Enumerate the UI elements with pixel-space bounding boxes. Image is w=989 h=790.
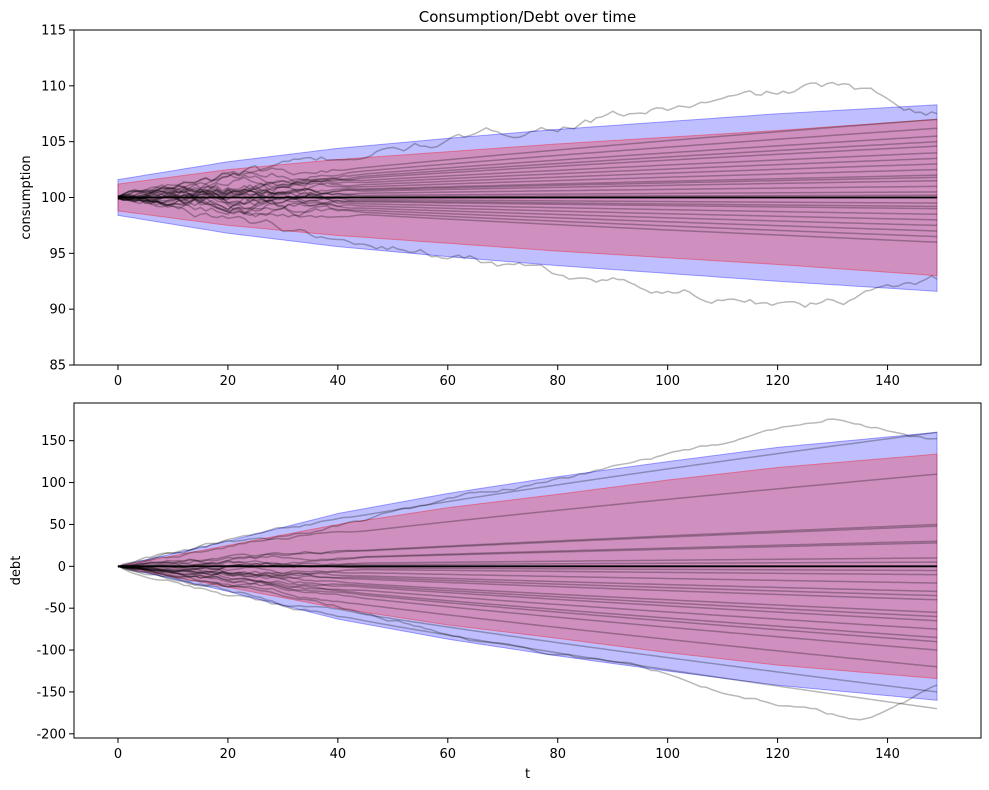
x-tick-label: 20 [220, 747, 237, 762]
sample-path [117, 540, 938, 568]
sample-path [117, 180, 938, 199]
sample-path [117, 565, 938, 630]
sample-path [117, 195, 938, 232]
chart-title: Consumption/Debt over time [419, 8, 636, 26]
sample-path [117, 565, 938, 576]
sample-path [117, 176, 938, 201]
sample-path [117, 127, 938, 198]
sample-path [117, 523, 938, 568]
sample-path [117, 190, 938, 215]
sample-path [117, 542, 938, 572]
x-tick-label: 140 [875, 747, 900, 762]
y-tick-label: 50 [49, 518, 66, 533]
y-tick-label: 150 [41, 434, 66, 449]
debt-ticks: 0 20 40 60 80 100 120 140 -200 -150 -100 -50 0 50 100 1… [36, 434, 899, 762]
x-tick-label: 120 [765, 747, 790, 762]
sample-path [117, 193, 938, 221]
sample-path [117, 473, 938, 568]
x-tick-label: 80 [549, 374, 566, 389]
sample-path [117, 174, 938, 198]
sample-path [117, 565, 938, 651]
sample-path [117, 525, 938, 568]
sample-path [117, 557, 938, 568]
sample-path-max [117, 81, 938, 198]
sample-path [117, 118, 938, 199]
x-tick-label: 0 [114, 374, 122, 389]
sample-path [117, 197, 938, 238]
y-tick-label: -100 [36, 644, 66, 659]
sample-path [117, 185, 938, 204]
y-tick-label: -50 [45, 602, 66, 617]
sample-path [117, 565, 938, 668]
y-tick-label: 90 [49, 303, 66, 318]
sample-path [117, 163, 938, 199]
x-tick-label: 40 [330, 374, 347, 389]
debt-y-axis-label: debt [9, 556, 24, 586]
y-tick-label: -200 [36, 727, 66, 742]
sample-path [117, 188, 938, 205]
sample-path [117, 565, 938, 601]
sample-path-min [117, 565, 938, 721]
sample-path [117, 565, 938, 622]
x-tick-label: 140 [875, 374, 900, 389]
sample-path [117, 431, 938, 568]
sample-path [117, 135, 938, 198]
sample-path [117, 157, 938, 201]
debt-x-axis-label: t [525, 767, 530, 782]
sample-path [117, 565, 938, 693]
sample-path [117, 152, 938, 207]
consumption-ticks: 0 20 40 60 80 100 120 140 85 90 95 100 105 110 115 [41, 24, 900, 390]
sample-path [117, 140, 938, 198]
x-tick-label: 80 [549, 747, 566, 762]
sample-path [117, 565, 938, 593]
sample-path [117, 565, 938, 639]
x-tick-label: 60 [440, 374, 457, 389]
y-tick-label: -150 [36, 685, 66, 700]
sample-path [117, 197, 938, 227]
y-tick-label: 115 [41, 24, 66, 39]
sample-path [117, 565, 938, 597]
y-tick-label: 110 [41, 79, 66, 94]
sample-path [117, 191, 938, 207]
sample-path [117, 565, 938, 643]
y-tick-label: 85 [49, 359, 66, 374]
consumption-sample-paths [117, 81, 938, 308]
sample-path [117, 565, 938, 614]
sample-path [117, 565, 938, 710]
consumption-axes: 0 20 40 60 80 100 120 140 85 90 95 100 105 110 115 Con… [19, 8, 982, 390]
sample-path-max [117, 418, 938, 567]
debt-axes: 0 20 40 60 80 100 120 140 -200 -150 -100 -50 0 50 100 1… [9, 402, 982, 782]
sample-path [117, 189, 938, 208]
y-tick-label: 95 [49, 247, 66, 262]
y-tick-label: 100 [41, 476, 66, 491]
debt-axes-frame [73, 402, 982, 739]
y-tick-label: 100 [41, 191, 66, 206]
x-tick-label: 60 [440, 747, 457, 762]
sample-path [117, 565, 938, 618]
x-tick-label: 100 [655, 374, 680, 389]
x-tick-label: 100 [655, 747, 680, 762]
sample-path [117, 187, 938, 203]
y-tick-label: 0 [58, 560, 66, 575]
x-tick-label: 0 [114, 747, 122, 762]
x-tick-label: 120 [765, 374, 790, 389]
sample-path [117, 168, 938, 201]
sample-path [117, 191, 938, 211]
sample-path-min [117, 196, 938, 308]
sample-path [117, 565, 938, 584]
x-tick-label: 20 [220, 374, 237, 389]
y-tick-label: 105 [41, 135, 66, 150]
x-tick-label: 40 [330, 747, 347, 762]
sample-path [117, 196, 938, 243]
sample-path [117, 145, 938, 200]
consumption-y-axis-label: consumption [19, 155, 34, 239]
